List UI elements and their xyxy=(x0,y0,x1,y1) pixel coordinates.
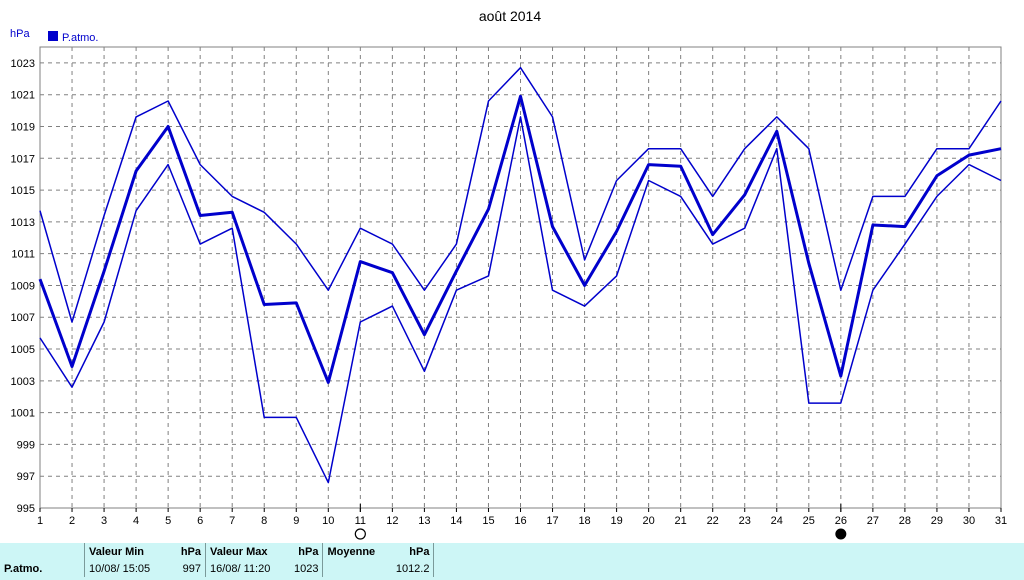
max-value: 1023 xyxy=(294,562,319,575)
x-axis: 1 2 3 4 5 6 7 8 9 10 11 12 13 14 15 16 17 18 19 20 21 22 23 24 2… xyxy=(37,508,1007,527)
x-tick-label: 23 xyxy=(739,515,751,527)
x-tick-label: 1 xyxy=(37,515,43,527)
series-line-mean xyxy=(38,94,1002,384)
min-unit: hPa xyxy=(180,545,201,558)
x-tick-label: 7 xyxy=(229,515,235,527)
grid xyxy=(40,47,1001,508)
y-tick-label: 1019 xyxy=(11,121,35,133)
x-tick-label: 31 xyxy=(995,515,1007,527)
chart-title: août 2014 xyxy=(479,8,541,24)
x-tick-label: 29 xyxy=(931,515,943,527)
x-tick-label: 27 xyxy=(867,515,879,527)
mean-value: 1012.2 xyxy=(395,562,430,575)
x-tick-label: 3 xyxy=(101,515,107,527)
x-tick-label: 24 xyxy=(771,515,783,527)
pressure-chart: 9959979991001100310051007100910111013101… xyxy=(10,8,1007,540)
max-unit: hPa xyxy=(298,545,319,558)
mean-header: Moyenne xyxy=(322,543,392,560)
x-tick-label: 9 xyxy=(293,515,299,527)
max-header: Valeur Max xyxy=(205,543,290,560)
y-tick-label: 1023 xyxy=(11,58,35,70)
y-tick-label: 1021 xyxy=(11,90,35,102)
min-date: 10/08/ 15:05 xyxy=(84,560,173,577)
x-tick-label: 19 xyxy=(610,515,622,527)
x-tick-label: 12 xyxy=(386,515,398,527)
x-tick-label: 28 xyxy=(899,515,911,527)
row-label: P.atmo. xyxy=(4,562,43,575)
mean-unit: hPa xyxy=(409,545,430,558)
new-moon-icon xyxy=(835,528,847,540)
stats-table: Valeur Min hPa Valeur Max hPa Moyenne hP… xyxy=(0,543,1013,577)
y-tick-label: 997 xyxy=(17,471,35,483)
series-line-max xyxy=(39,66,1002,323)
x-tick-label: 17 xyxy=(546,515,558,527)
x-tick-label: 22 xyxy=(707,515,719,527)
y-tick-label: 999 xyxy=(17,439,35,451)
legend-label: P.atmo. xyxy=(62,32,99,44)
x-tick-label: 14 xyxy=(450,515,462,527)
y-tick-label: 1015 xyxy=(11,185,35,197)
y-tick-label: 1013 xyxy=(11,217,35,229)
full-moon-icon xyxy=(354,528,366,540)
x-tick-label: 8 xyxy=(261,515,267,527)
series-lines xyxy=(38,66,1002,484)
x-tick-label: 5 xyxy=(165,515,171,527)
x-tick-label: 10 xyxy=(322,515,334,527)
x-tick-label: 6 xyxy=(197,515,203,527)
y-axis-unit: hPa xyxy=(10,28,30,40)
x-tick-label: 21 xyxy=(675,515,687,527)
moon-phases xyxy=(354,504,847,540)
x-tick-label: 25 xyxy=(803,515,815,527)
x-tick-label: 16 xyxy=(514,515,526,527)
x-tick-label: 4 xyxy=(133,515,139,527)
x-tick-label: 30 xyxy=(963,515,975,527)
y-tick-label: 1009 xyxy=(11,280,35,292)
y-tick-label: 1011 xyxy=(11,249,35,261)
y-axis: 995 997 999 1001 1003 1005 1007 1009 1011 1013 101… xyxy=(11,58,35,515)
x-tick-label: 2 xyxy=(69,515,75,527)
x-tick-label: 26 xyxy=(835,515,847,527)
min-header: Valeur Min xyxy=(84,543,173,560)
x-tick-label: 11 xyxy=(355,515,366,527)
y-tick-label: 1017 xyxy=(11,153,35,165)
min-value: 997 xyxy=(182,562,201,575)
max-date: 16/08/ 11:20 xyxy=(205,560,290,577)
series-line-min xyxy=(39,116,1002,484)
y-tick-label: 1001 xyxy=(11,408,35,420)
y-tick-label: 995 xyxy=(17,503,35,515)
y-tick-label: 1007 xyxy=(11,312,35,324)
y-tick-label: 1003 xyxy=(11,376,35,388)
x-tick-label: 20 xyxy=(643,515,655,527)
x-tick-label: 15 xyxy=(482,515,494,527)
x-tick-label: 18 xyxy=(578,515,590,527)
legend-swatch xyxy=(48,31,58,41)
y-tick-label: 1005 xyxy=(11,344,35,356)
x-tick-label: 13 xyxy=(418,515,430,527)
